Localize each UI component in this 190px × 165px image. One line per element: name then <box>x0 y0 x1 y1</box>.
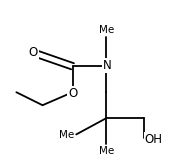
Text: Me: Me <box>59 130 74 140</box>
Text: O: O <box>68 87 77 99</box>
Text: O: O <box>28 46 38 59</box>
Text: Me: Me <box>99 25 114 35</box>
Text: N: N <box>103 59 112 72</box>
Text: Me: Me <box>99 146 114 156</box>
Text: OH: OH <box>145 133 163 146</box>
